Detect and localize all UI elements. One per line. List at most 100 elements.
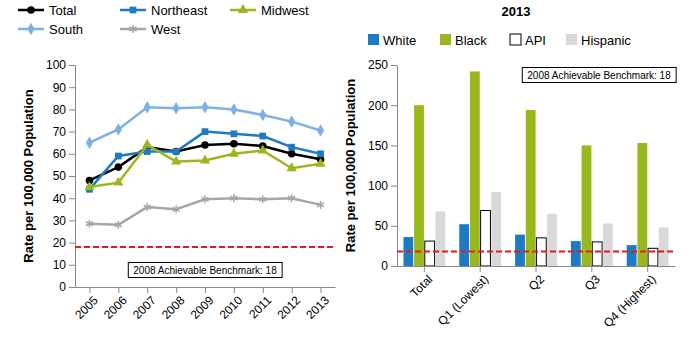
plot-area: [75, 101, 335, 247]
y-tick-label: 100: [368, 179, 388, 193]
legend-label: Northeast: [151, 3, 208, 18]
legend-swatch: [440, 34, 451, 45]
x-tick: 2006: [101, 287, 130, 322]
y-tick-label: 100: [46, 58, 66, 72]
y-tick-mark: [69, 198, 75, 199]
series-marker: [315, 158, 325, 167]
series-marker: [202, 195, 209, 203]
x-tick: Q4 (Highest): [601, 266, 659, 330]
y-axis-title: Rate per 100,000 Population: [343, 79, 358, 252]
y-tick: 50: [375, 219, 397, 233]
x-tick-mark: [234, 287, 235, 293]
x-tick: Q2: [526, 266, 547, 293]
y-tick-label: 70: [53, 125, 67, 139]
bar: [470, 71, 480, 266]
x-tick-mark: [480, 266, 481, 272]
y-tick: 250: [368, 58, 397, 72]
plot-area: [397, 71, 675, 266]
series-marker: [144, 203, 151, 211]
y-tick-mark: [69, 109, 75, 110]
y-tick-label: 200: [368, 99, 388, 113]
y-tick-label: 30: [53, 214, 67, 228]
bar: [515, 235, 525, 266]
y-tick-mark: [69, 220, 75, 221]
y-tick-mark: [391, 186, 397, 187]
y-tick-label: 50: [53, 169, 67, 183]
legend-label: South: [49, 22, 83, 37]
x-tick-mark: [89, 287, 90, 293]
series-marker: [288, 150, 296, 158]
x-axis: TotalQ1 (Lowest)Q2Q3Q4 (Highest): [398, 266, 676, 330]
y-tick-mark: [69, 87, 75, 88]
legend-marker: [130, 7, 137, 14]
annotation-text: 2008 Achievable Benchmark: 18: [527, 70, 671, 81]
y-axis: 0 50 100 150 200 250: [368, 58, 398, 273]
benchmark-line: [75, 246, 335, 248]
x-tick-label: 2012: [274, 293, 303, 322]
bar: [547, 214, 557, 266]
bar: [459, 224, 469, 266]
y-tick: 40: [53, 192, 75, 206]
y-tick: 100: [46, 58, 75, 72]
figure: 0102030405060708090100Rate per 100,000 P…: [0, 0, 688, 343]
axis-line: [75, 66, 76, 288]
series-marker: [288, 194, 295, 202]
series-marker: [173, 205, 180, 213]
y-tick: 0: [381, 259, 397, 273]
x-tick: Q3: [582, 266, 603, 293]
y-tick-mark: [391, 105, 397, 106]
y-tick-label: 150: [368, 139, 388, 153]
series-marker: [115, 123, 122, 135]
x-tick-label: 2011: [246, 293, 274, 321]
series-marker: [288, 144, 295, 151]
series-line: [89, 145, 320, 187]
x-tick: 2012: [274, 287, 303, 322]
y-tick-label: 20: [53, 236, 67, 250]
series-marker: [230, 103, 237, 115]
series-marker: [173, 148, 180, 155]
x-tick: 2010: [217, 287, 246, 322]
axis-line: [397, 66, 398, 267]
bar: [414, 105, 424, 266]
x-tick-mark: [263, 287, 264, 293]
series-marker: [201, 141, 209, 149]
legend-label: Total: [49, 3, 77, 18]
bar: [582, 145, 592, 266]
y-tick-mark: [69, 287, 75, 288]
bar: [603, 223, 613, 266]
y-tick-mark: [69, 65, 75, 66]
bar: [481, 211, 491, 266]
legend-label: West: [151, 22, 181, 37]
x-tick: 2008: [159, 287, 188, 322]
legend-label: Black: [455, 33, 487, 48]
x-tick: 2009: [188, 287, 217, 322]
x-tick-label: 2013: [303, 293, 332, 322]
legend: WhiteBlackAPIHispanic: [368, 33, 631, 48]
benchmark-annotation: 2008 Achievable Benchmark: 18: [522, 68, 676, 83]
x-tick-mark: [591, 266, 592, 272]
legend-label: API: [525, 33, 546, 48]
y-tick: 200: [368, 99, 397, 113]
x-tick-label: 2005: [72, 293, 101, 322]
y-tick: 0: [59, 280, 75, 294]
y-tick-label: 90: [53, 81, 67, 95]
y-axis-title: Rate per 100,000 Population: [21, 89, 36, 262]
x-tick-label: 2008: [159, 293, 188, 322]
series-marker: [230, 194, 237, 202]
x-tick: 2011: [246, 287, 274, 321]
series-marker: [113, 177, 123, 186]
bar: [526, 110, 536, 266]
x-tick-mark: [536, 266, 537, 272]
bar: [592, 242, 602, 266]
x-tick-mark: [118, 287, 119, 293]
y-tick-label: 0: [381, 259, 388, 273]
bar: [435, 211, 445, 266]
series-marker: [172, 148, 180, 156]
y-tick: 30: [53, 214, 75, 228]
y-tick: 70: [53, 125, 75, 139]
series-marker: [200, 155, 210, 164]
x-tick-mark: [424, 266, 425, 272]
benchmark-line: [397, 251, 675, 253]
annotation-box: [522, 68, 676, 83]
x-tick-mark: [321, 287, 322, 293]
